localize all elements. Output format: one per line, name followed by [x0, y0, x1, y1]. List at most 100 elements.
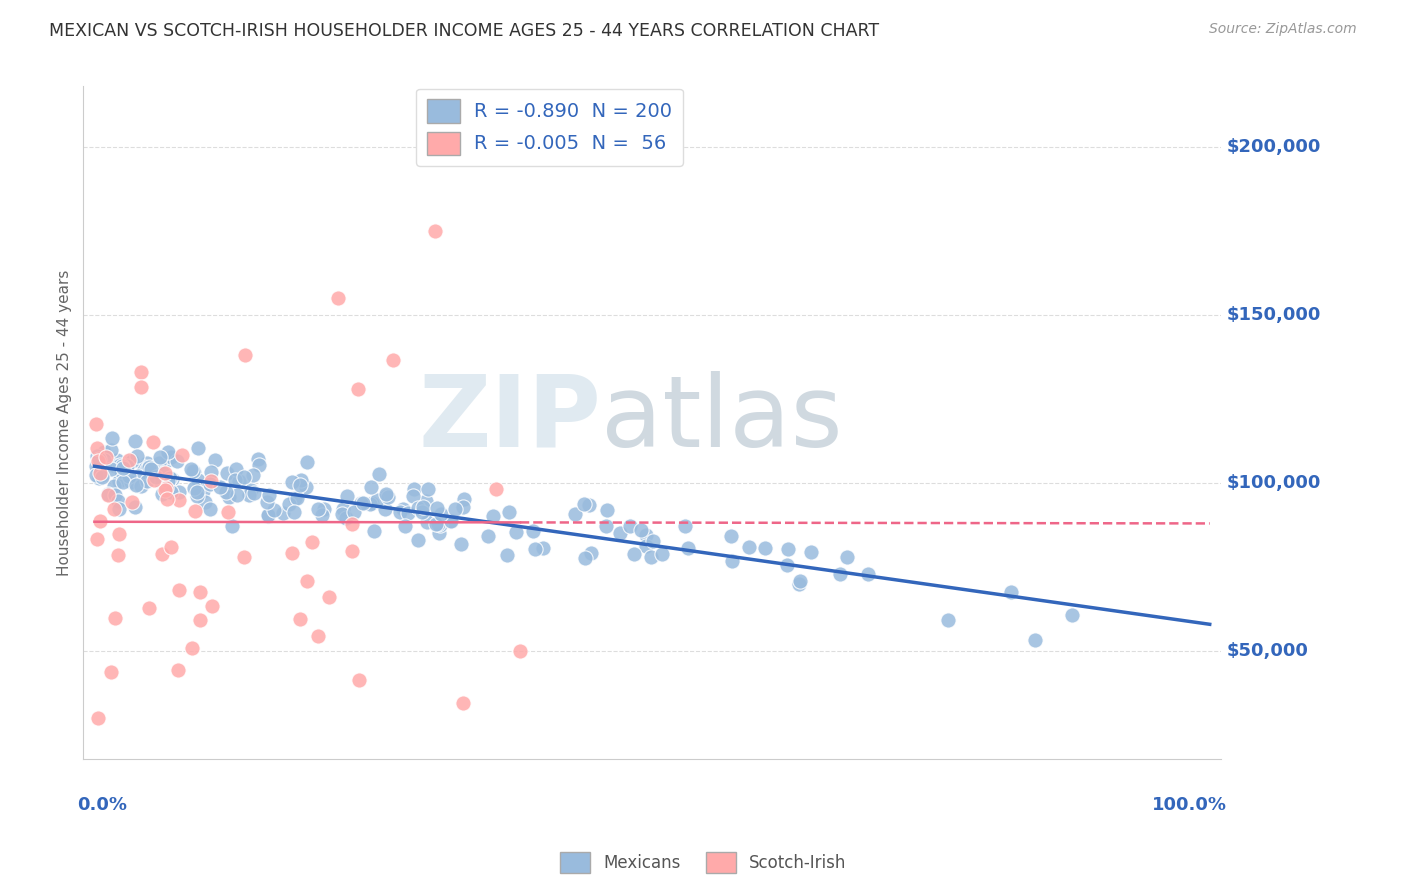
Point [100, 665, 122, 679]
Point [450, 537, 472, 551]
Point [443, 501, 465, 516]
Point [129, 380, 152, 394]
Point [427, 517, 450, 532]
Point [564, 508, 586, 522]
Point [416, 515, 439, 529]
Point [290, 473, 312, 487]
Point [180, 462, 202, 476]
Point [110, 464, 132, 478]
Point [281, 475, 304, 490]
Point [485, 482, 508, 496]
Point [643, 534, 665, 549]
Point [505, 525, 527, 540]
Point [138, 601, 160, 615]
Point [221, 519, 243, 533]
Point [200, 474, 222, 488]
Point [89, 471, 111, 485]
Point [145, 470, 167, 484]
Point [623, 547, 645, 561]
Point [183, 466, 205, 480]
Point [209, 480, 232, 494]
Point [523, 541, 546, 556]
Point [936, 613, 959, 627]
Point [135, 474, 157, 488]
Point [721, 553, 744, 567]
Point [789, 574, 811, 588]
Point [225, 462, 247, 476]
Point [183, 504, 205, 518]
Point [318, 590, 340, 604]
Point [297, 574, 319, 588]
Point [335, 510, 357, 524]
Point [381, 353, 404, 368]
Point [278, 497, 301, 511]
Point [347, 382, 370, 396]
Point [86, 450, 108, 464]
Point [226, 488, 249, 502]
Point [375, 489, 398, 503]
Point [142, 434, 165, 449]
Text: 100.0%: 100.0% [1152, 796, 1226, 814]
Legend: Mexicans, Scotch-Irish: Mexicans, Scotch-Irish [553, 846, 853, 880]
Point [451, 500, 474, 515]
Point [111, 458, 134, 473]
Point [363, 524, 385, 538]
Point [87, 711, 110, 725]
Point [104, 611, 127, 625]
Point [139, 462, 162, 476]
Point [110, 463, 132, 477]
Point [129, 365, 152, 379]
Point [828, 567, 851, 582]
Point [188, 613, 211, 627]
Point [156, 445, 179, 459]
Point [107, 475, 129, 489]
Point [295, 454, 318, 468]
Point [640, 550, 662, 565]
Point [181, 464, 204, 478]
Point [402, 489, 425, 503]
Point [332, 501, 354, 516]
Point [87, 454, 110, 468]
Point [135, 461, 157, 475]
Point [257, 509, 280, 524]
Point [215, 485, 238, 500]
Point [256, 508, 278, 522]
Point [496, 548, 519, 562]
Point [84, 417, 107, 432]
Point [108, 458, 131, 472]
Point [136, 456, 159, 470]
Point [136, 462, 159, 476]
Point [111, 463, 134, 477]
Point [100, 461, 122, 475]
Point [242, 468, 264, 483]
Point [111, 459, 134, 474]
Point [186, 484, 208, 499]
Point [263, 502, 285, 516]
Point [181, 641, 204, 656]
Point [429, 526, 451, 541]
Point [201, 599, 224, 614]
Point [411, 505, 433, 519]
Point [93, 453, 115, 467]
Y-axis label: Householder Income Ages 25 - 44 years: Householder Income Ages 25 - 44 years [58, 269, 72, 575]
Point [86, 532, 108, 546]
Point [94, 450, 117, 465]
Point [243, 486, 266, 500]
Point [247, 458, 270, 472]
Point [87, 452, 110, 467]
Point [330, 507, 353, 521]
Point [408, 501, 430, 516]
Text: MEXICAN VS SCOTCH-IRISH HOUSEHOLDER INCOME AGES 25 - 44 YEARS CORRELATION CHART: MEXICAN VS SCOTCH-IRISH HOUSEHOLDER INCO… [49, 22, 879, 40]
Point [359, 497, 381, 511]
Point [152, 466, 174, 480]
Point [676, 541, 699, 555]
Point [136, 462, 159, 476]
Point [150, 547, 173, 561]
Text: $200,000: $200,000 [1226, 138, 1322, 156]
Point [124, 500, 146, 514]
Point [104, 458, 127, 473]
Point [259, 488, 281, 502]
Text: ZIP: ZIP [418, 371, 600, 467]
Point [307, 502, 329, 516]
Point [149, 474, 172, 488]
